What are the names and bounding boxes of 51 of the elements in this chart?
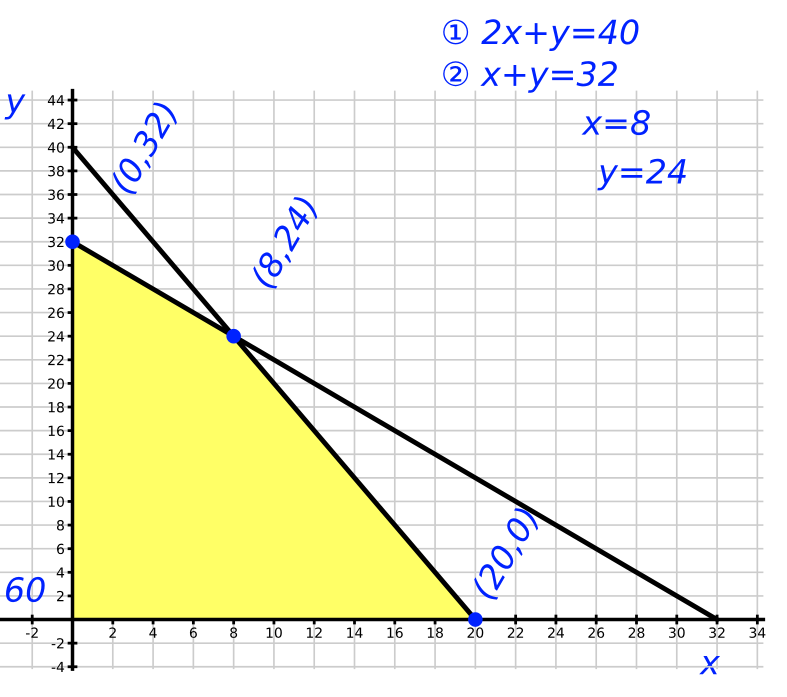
x-tick-label: 24 bbox=[548, 627, 564, 638]
y-tick-label: 28 bbox=[48, 284, 64, 294]
annotation: 60 bbox=[6, 576, 45, 602]
y-tick-label: 26 bbox=[48, 308, 64, 318]
y-tick-label: 34 bbox=[48, 213, 64, 224]
x-tick-label: 32 bbox=[709, 627, 725, 638]
x-tick-label: 14 bbox=[347, 628, 363, 638]
x-tick-label: 26 bbox=[588, 627, 604, 638]
y-tick-label: 6 bbox=[57, 544, 64, 554]
y-tick-label: 30 bbox=[48, 260, 64, 271]
y-tick-label: 38 bbox=[48, 166, 64, 176]
x-tick-label: 6 bbox=[190, 627, 197, 638]
x-tick-label: 22 bbox=[508, 627, 524, 638]
x-tick-label: 30 bbox=[669, 627, 685, 638]
y-tick-label: -4 bbox=[52, 662, 64, 672]
y-tick-label: 4 bbox=[56, 567, 64, 578]
y-tick-label: 18 bbox=[48, 402, 64, 412]
x-tick-label: 12 bbox=[306, 627, 322, 638]
annotation: y=24 bbox=[597, 158, 686, 190]
y-tick-label: 16 bbox=[48, 426, 64, 436]
annotation: ② x+y=32 bbox=[443, 61, 617, 93]
y-tick-label: -2 bbox=[52, 638, 64, 648]
x-tick-label: 20 bbox=[468, 627, 484, 638]
y-tick-label: 36 bbox=[48, 189, 64, 200]
x-tick-label: 4 bbox=[149, 628, 157, 638]
y-tick-label: 44 bbox=[48, 95, 64, 106]
y-tick-label: 20 bbox=[48, 378, 64, 389]
y-tick-label: 10 bbox=[48, 496, 64, 507]
x-tick-label: 28 bbox=[628, 627, 644, 638]
annotation: x=8 bbox=[582, 110, 650, 136]
x-tick-label: 34 bbox=[750, 627, 766, 638]
x-tick-label: 2 bbox=[109, 627, 116, 638]
y-tick-label: 8 bbox=[56, 520, 64, 531]
y-tick-label: 22 bbox=[48, 354, 64, 366]
y-tick-label: 12 bbox=[48, 472, 64, 484]
y-tick-label: 14 bbox=[48, 449, 64, 460]
point bbox=[65, 234, 80, 250]
x-tick-label: -2 bbox=[26, 627, 38, 638]
y-tick-label: 32 bbox=[48, 236, 64, 248]
text: ① 2x+y=40 bbox=[443, 19, 638, 51]
x-tick-label: 18 bbox=[428, 627, 443, 638]
y-tick-label: 40 bbox=[48, 142, 64, 153]
point bbox=[226, 328, 241, 344]
x-tick-label: 10 bbox=[266, 627, 282, 638]
y-tick-label: 24 bbox=[48, 331, 64, 342]
y-axis-title: y bbox=[4, 94, 26, 120]
y-tick-label: 42 bbox=[48, 118, 64, 129]
point bbox=[468, 612, 483, 627]
y-tick-label: 2 bbox=[57, 590, 64, 602]
x-tick-label: 8 bbox=[230, 627, 238, 638]
x-tick-label: 16 bbox=[387, 627, 403, 638]
